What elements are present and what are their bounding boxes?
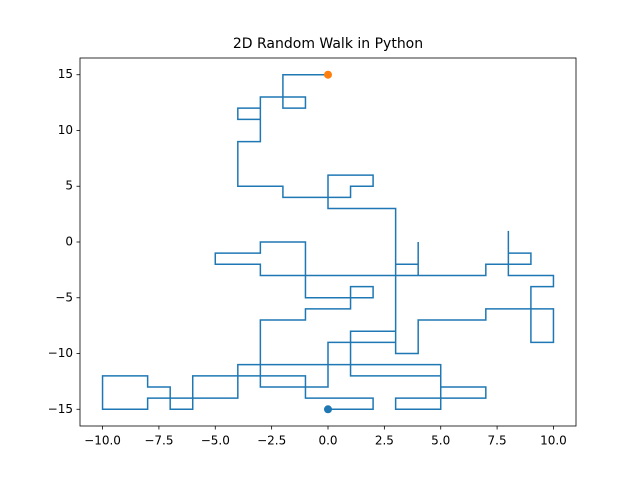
x-tick-label: 0.0 bbox=[318, 434, 337, 448]
y-tick-label: 10 bbox=[58, 123, 73, 137]
x-tick-label: −2.5 bbox=[257, 434, 286, 448]
x-tick-label: −10.0 bbox=[84, 434, 121, 448]
y-tick-label: 5 bbox=[65, 179, 73, 193]
x-tick-label: −7.5 bbox=[144, 434, 173, 448]
x-tick-label: 7.5 bbox=[488, 434, 507, 448]
x-tick-label: 2.5 bbox=[375, 434, 394, 448]
y-tick-label: −10 bbox=[48, 346, 73, 360]
y-tick-label: −5 bbox=[55, 290, 73, 304]
chart-title: 2D Random Walk in Python bbox=[233, 36, 423, 52]
plot-frame bbox=[79, 57, 577, 427]
y-tick-label: −15 bbox=[48, 402, 73, 416]
x-tick-label: 5.0 bbox=[431, 434, 450, 448]
x-tick-label: −5.0 bbox=[201, 434, 230, 448]
walk-marker bbox=[324, 70, 332, 79]
y-tick-label: 15 bbox=[58, 67, 73, 81]
walk-marker bbox=[324, 405, 332, 414]
walk-line bbox=[101, 73, 555, 411]
y-tick-label: 0 bbox=[65, 235, 73, 249]
x-tick-label: 10.0 bbox=[540, 434, 567, 448]
